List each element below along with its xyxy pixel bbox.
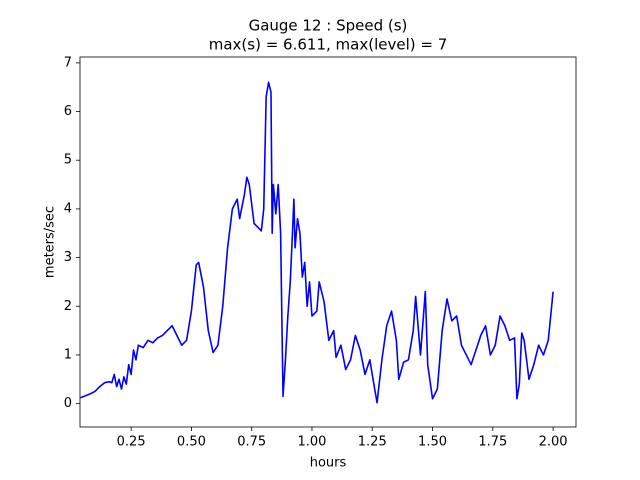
x-tick-label: 1.00 <box>297 435 326 450</box>
x-tick-label: 1.25 <box>358 435 387 450</box>
y-tick-label: 0 <box>64 396 72 411</box>
chart-title: Gauge 12 : Speed (s) <box>249 17 408 35</box>
x-tick-label: 1.75 <box>478 435 507 450</box>
y-axis-label: meters/sec <box>43 206 58 278</box>
axes-frame <box>79 56 577 428</box>
x-tick-label: 0.50 <box>177 435 206 450</box>
y-tick-label: 1 <box>64 347 72 362</box>
y-tick-label: 5 <box>64 153 72 168</box>
y-tick-label: 3 <box>64 250 72 265</box>
x-axis-label: hours <box>310 456 347 471</box>
y-tick-label: 4 <box>64 201 72 216</box>
y-tick-label: 6 <box>64 104 72 119</box>
x-tick-label: 1.50 <box>418 435 447 450</box>
chart-subtitle: max(s) = 6.611, max(level) = 7 <box>209 36 447 54</box>
data-line <box>80 81 554 404</box>
y-tick-label: 7 <box>64 55 72 70</box>
x-tick-label: 0.75 <box>237 435 266 450</box>
x-tick-label: 0.25 <box>117 435 146 450</box>
x-tick-label: 2.00 <box>539 435 568 450</box>
y-tick-label: 2 <box>64 299 72 314</box>
